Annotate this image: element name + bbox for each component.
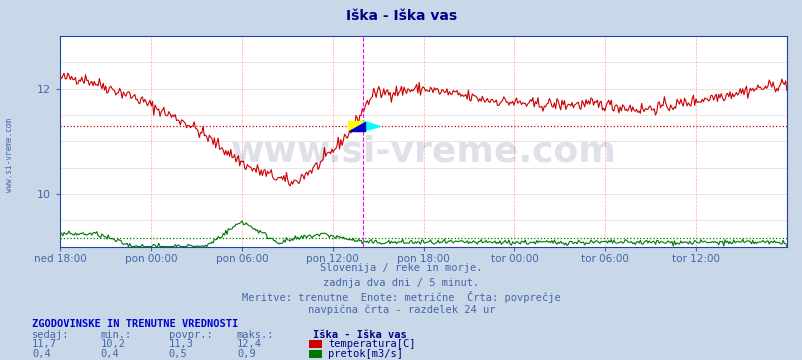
Text: 0,5: 0,5 xyxy=(168,348,187,359)
Text: Meritve: trenutne  Enote: metrične  Črta: povprečje: Meritve: trenutne Enote: metrične Črta: … xyxy=(242,291,560,303)
Text: 11,7: 11,7 xyxy=(32,339,57,349)
Text: navpična črta - razdelek 24 ur: navpična črta - razdelek 24 ur xyxy=(307,304,495,315)
Text: 11,3: 11,3 xyxy=(168,339,193,349)
Text: zadnja dva dni / 5 minut.: zadnja dva dni / 5 minut. xyxy=(323,278,479,288)
Text: Slovenija / reke in morje.: Slovenija / reke in morje. xyxy=(320,263,482,273)
Text: 10,2: 10,2 xyxy=(100,339,125,349)
Text: Iška - Iška vas: Iška - Iška vas xyxy=(313,330,407,340)
Text: povpr.:: povpr.: xyxy=(168,330,212,340)
Polygon shape xyxy=(348,122,364,131)
Polygon shape xyxy=(364,122,380,131)
Text: 0,4: 0,4 xyxy=(32,348,51,359)
Polygon shape xyxy=(348,122,364,131)
Text: pretok[m3/s]: pretok[m3/s] xyxy=(328,348,403,359)
Text: min.:: min.: xyxy=(100,330,132,340)
Text: maks.:: maks.: xyxy=(237,330,274,340)
Text: sedaj:: sedaj: xyxy=(32,330,70,340)
Text: www.si-vreme.com: www.si-vreme.com xyxy=(230,135,616,169)
Text: ZGODOVINSKE IN TRENUTNE VREDNOSTI: ZGODOVINSKE IN TRENUTNE VREDNOSTI xyxy=(32,319,238,329)
Text: www.si-vreme.com: www.si-vreme.com xyxy=(5,118,14,192)
Text: temperatura[C]: temperatura[C] xyxy=(328,339,415,349)
Text: 0,4: 0,4 xyxy=(100,348,119,359)
Text: 12,4: 12,4 xyxy=(237,339,261,349)
Text: 0,9: 0,9 xyxy=(237,348,255,359)
Text: Iška - Iška vas: Iška - Iška vas xyxy=(346,9,456,23)
